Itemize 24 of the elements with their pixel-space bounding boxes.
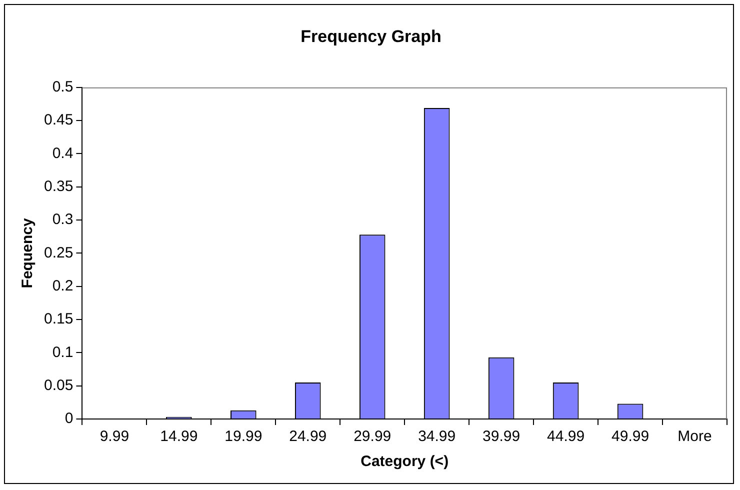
x-tick-label: 34.99 xyxy=(418,428,456,446)
x-tick-label: 29.99 xyxy=(354,428,392,446)
x-tick-label: 44.99 xyxy=(547,428,585,446)
x-tick-label: 19.99 xyxy=(224,428,262,446)
x-tick-label: More xyxy=(678,428,712,446)
y-tick-label: 0.25 xyxy=(44,244,74,262)
y-tick-label: 0.05 xyxy=(44,376,74,394)
x-tick-label: 39.99 xyxy=(482,428,520,446)
y-tick-label: 0 xyxy=(64,410,74,428)
x-tick-label: 49.99 xyxy=(612,428,650,446)
y-tick-label: 0.1 xyxy=(52,344,74,361)
y-axis-title: Fequency xyxy=(19,218,36,288)
y-tick-label: 0.45 xyxy=(44,112,74,129)
y-tick-label: 0.5 xyxy=(52,78,74,96)
y-tick-label: 0.4 xyxy=(52,144,74,162)
x-tick-label: 24.99 xyxy=(289,428,327,446)
chart-title: Frequency Graph xyxy=(300,26,442,46)
y-tick-label: 0.3 xyxy=(52,211,74,228)
x-axis-title: Category (<) xyxy=(360,453,449,470)
x-tick-label: 14.99 xyxy=(160,428,198,446)
y-tick-label: 0.15 xyxy=(44,310,74,328)
y-tick-label: 0.35 xyxy=(44,178,74,196)
y-tick-label: 0.2 xyxy=(52,278,74,294)
x-tick-label: 9.99 xyxy=(100,428,130,446)
